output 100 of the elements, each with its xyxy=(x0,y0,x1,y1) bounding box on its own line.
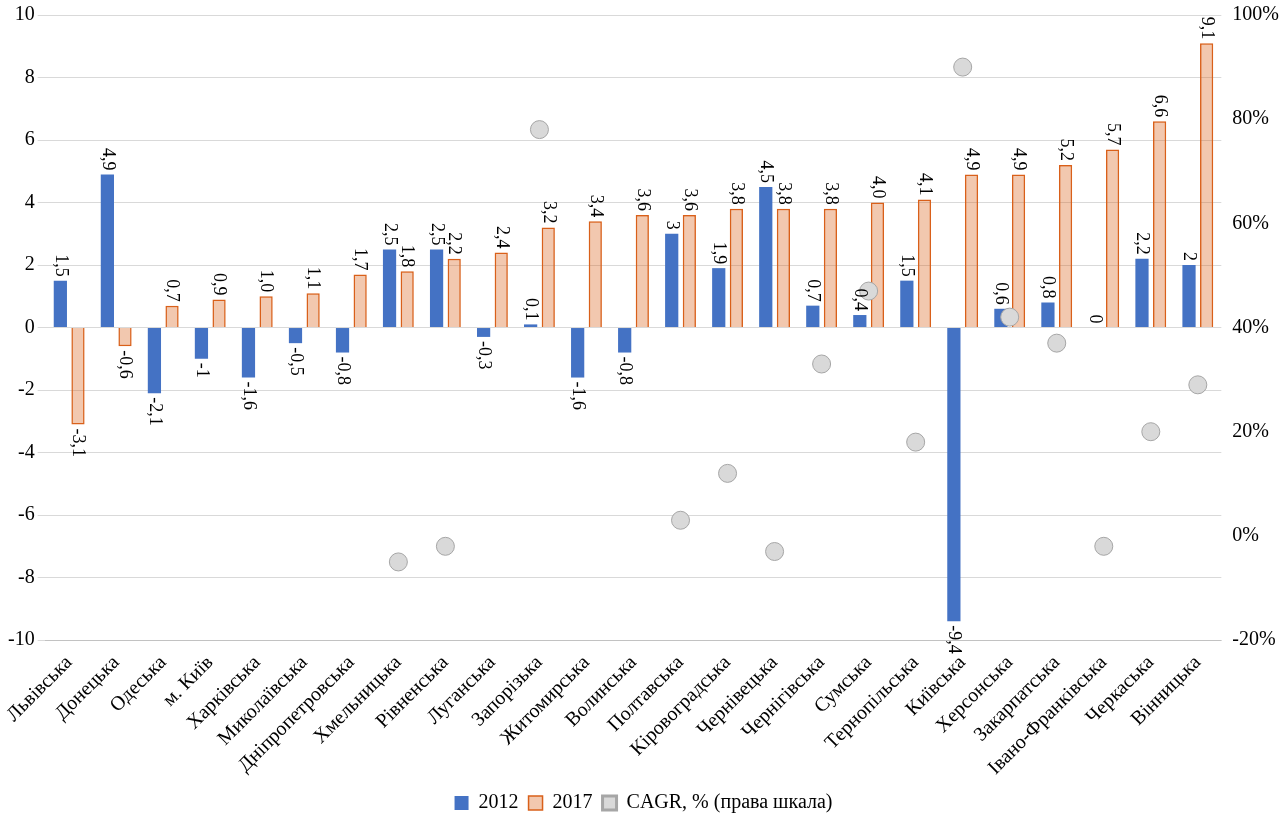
point xyxy=(1141,422,1161,442)
bar xyxy=(964,174,979,328)
bar xyxy=(53,280,67,328)
data-label: 1,5 xyxy=(898,254,919,277)
data-label: 3 xyxy=(662,220,683,230)
bar xyxy=(147,328,162,394)
data-label: 3,8 xyxy=(774,182,795,205)
data-label: 1,0 xyxy=(257,269,278,293)
bar xyxy=(541,227,555,328)
data-label: 4,0 xyxy=(868,176,889,199)
y-tick-label: 6 xyxy=(24,127,35,150)
y2-tick-label: 80% xyxy=(1232,106,1270,129)
data-label: 2,2 xyxy=(445,232,466,255)
point xyxy=(953,57,973,77)
bar xyxy=(212,299,226,328)
point xyxy=(906,432,926,452)
point xyxy=(388,552,408,572)
data-label: 4,5 xyxy=(757,160,778,183)
data-label: -0,8 xyxy=(333,356,354,386)
bar xyxy=(1041,302,1055,328)
bar xyxy=(71,328,85,425)
bar xyxy=(100,174,114,328)
bar xyxy=(259,296,273,328)
data-label: 6,6 xyxy=(1150,94,1171,118)
data-label: 0,7 xyxy=(804,279,825,302)
point xyxy=(718,463,738,483)
y2-tick-label: 100% xyxy=(1232,2,1280,25)
legend-label: CAGR, % (права шкала) xyxy=(626,790,833,814)
bar xyxy=(635,215,649,328)
bar xyxy=(712,268,726,328)
data-label: 4,9 xyxy=(1009,147,1030,171)
data-label: 0,6 xyxy=(992,282,1013,305)
data-label: 0,1 xyxy=(521,297,542,321)
data-label: 3,8 xyxy=(727,182,748,205)
bar xyxy=(1135,258,1149,328)
data-label: 2,2 xyxy=(1133,232,1154,255)
y-tick-label: -2 xyxy=(17,377,35,400)
bar xyxy=(682,215,696,328)
data-label: 3,4 xyxy=(586,194,607,218)
bar xyxy=(306,293,320,328)
data-label: 1,8 xyxy=(398,244,419,268)
bar xyxy=(588,221,602,328)
data-label: 0,9 xyxy=(210,272,231,296)
data-label: -1,6 xyxy=(239,381,260,411)
bar xyxy=(382,249,397,328)
data-label: 2 xyxy=(1180,252,1201,262)
bar xyxy=(776,208,791,328)
y2-tick-label: -20% xyxy=(1232,627,1276,650)
data-label: 0 xyxy=(1086,314,1107,324)
y-tick-label: -4 xyxy=(17,439,35,462)
data-label: -0,6 xyxy=(116,350,137,379)
data-label: 5,7 xyxy=(1103,122,1124,146)
data-label: -2,1 xyxy=(145,397,166,426)
point xyxy=(1188,375,1208,395)
y-tick-label: -6 xyxy=(17,502,35,525)
data-label: 2,4 xyxy=(492,226,513,249)
bar xyxy=(1105,149,1120,328)
data-label: -3,1 xyxy=(69,428,90,457)
bar xyxy=(524,324,538,328)
data-label: 0,8 xyxy=(1039,276,1060,299)
data-label: -1 xyxy=(192,362,213,378)
data-label: 3,8 xyxy=(821,182,842,205)
data-label: 4,1 xyxy=(915,172,936,196)
data-label: 5,2 xyxy=(1056,138,1077,162)
y-tick-label: -10 xyxy=(7,627,35,650)
bar xyxy=(1153,121,1167,328)
data-label: -0,8 xyxy=(615,356,636,386)
bar xyxy=(1058,165,1073,328)
bar xyxy=(853,315,867,328)
bar xyxy=(494,252,508,328)
y-tick-label: 10 xyxy=(14,2,35,25)
y-tick-label: 0 xyxy=(24,314,35,337)
y2-tick-label: 60% xyxy=(1232,210,1270,233)
bar xyxy=(729,208,743,328)
bar xyxy=(447,258,461,328)
bar xyxy=(900,280,914,328)
data-label: -0,3 xyxy=(474,340,495,370)
bar xyxy=(917,199,932,328)
bar xyxy=(400,271,414,328)
bar xyxy=(335,328,350,353)
y-tick-label: 8 xyxy=(24,64,35,87)
y2-tick-label: 0% xyxy=(1232,523,1260,546)
bar xyxy=(353,274,367,328)
y2-tick-label: 20% xyxy=(1232,418,1270,441)
y-tick-label: 2 xyxy=(24,252,35,275)
bar xyxy=(759,186,773,328)
bar xyxy=(571,328,585,378)
y-tick-label: 4 xyxy=(24,189,35,212)
bar xyxy=(665,233,679,328)
bar xyxy=(806,305,820,328)
data-label: 0,7 xyxy=(163,279,184,302)
data-label: 3,2 xyxy=(539,201,560,224)
data-label: 9,1 xyxy=(1197,16,1218,40)
data-label: -1,6 xyxy=(568,381,589,411)
point xyxy=(435,536,455,556)
point xyxy=(1000,307,1020,327)
point xyxy=(765,542,785,562)
bar xyxy=(618,328,632,353)
point xyxy=(812,354,832,374)
data-label: 3,6 xyxy=(633,188,654,212)
